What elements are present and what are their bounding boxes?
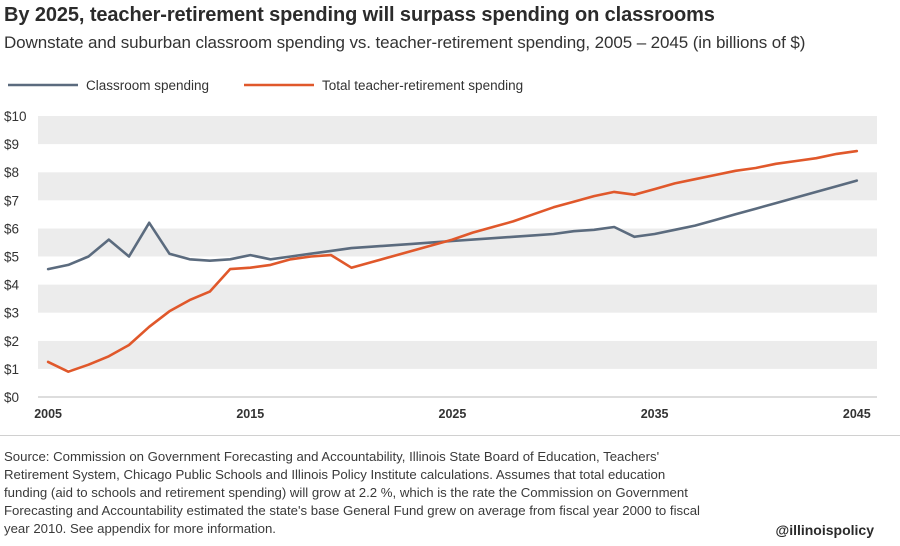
grid-band — [38, 228, 877, 257]
x-tick-label: 2005 — [34, 407, 62, 421]
x-tick-label: 2025 — [439, 407, 467, 421]
line-chart: Classroom spending Total teacher-retireme… — [4, 78, 877, 421]
y-axis: $0 $1 $2 $3 $4 $5 $6 $7 $8 $9 $10 — [4, 109, 27, 405]
chart-subtitle: Downstate and suburban classroom spendin… — [4, 33, 806, 52]
grid-band — [38, 144, 877, 173]
footer-divider — [0, 435, 900, 436]
y-tick-label: $10 — [4, 109, 27, 124]
x-tick-label: 2035 — [641, 407, 669, 421]
y-tick-label: $0 — [4, 390, 19, 405]
grid-band — [38, 368, 877, 397]
grid-band — [38, 312, 877, 341]
grid-band — [38, 284, 877, 313]
legend-label: Classroom spending — [86, 78, 209, 93]
grid-band — [38, 200, 877, 229]
grid-band — [38, 256, 877, 285]
y-tick-label: $3 — [4, 306, 19, 321]
x-tick-label: 2045 — [843, 407, 871, 421]
grid-band — [38, 116, 877, 145]
y-tick-label: $9 — [4, 137, 19, 152]
legend: Classroom spending Total teacher-retireme… — [8, 78, 523, 93]
y-tick-label: $1 — [4, 362, 19, 377]
x-tick-label: 2015 — [236, 407, 264, 421]
legend-label: Total teacher-retirement spending — [322, 78, 523, 93]
chart-title: By 2025, teacher-retirement spending wil… — [4, 4, 715, 26]
y-tick-label: $7 — [4, 193, 19, 208]
source-note: Source: Commission on Government Forecas… — [4, 449, 700, 536]
y-tick-label: $4 — [4, 278, 20, 293]
y-tick-label: $8 — [4, 165, 19, 180]
series-line — [46, 149, 859, 374]
grid-band — [38, 172, 877, 201]
y-tick-label: $6 — [4, 221, 19, 236]
x-axis: 2005 2015 2025 2035 2045 — [34, 396, 877, 421]
y-tick-label: $2 — [4, 334, 19, 349]
y-tick-label: $5 — [4, 250, 19, 265]
grid-bands — [38, 116, 877, 397]
series-line — [46, 179, 859, 271]
twitter-handle: @illinoispolicy — [775, 522, 874, 538]
series-lines — [46, 149, 859, 374]
grid-band — [38, 340, 877, 369]
